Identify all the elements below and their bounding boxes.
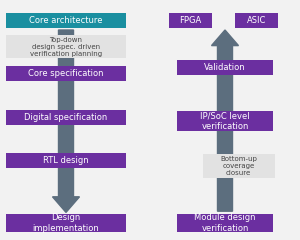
Text: Core specification: Core specification xyxy=(28,69,104,78)
FancyBboxPatch shape xyxy=(6,66,126,81)
Text: Validation: Validation xyxy=(204,63,246,72)
FancyArrow shape xyxy=(212,30,239,211)
FancyArrow shape xyxy=(52,30,80,212)
Text: Bottom-up
coverage
closure: Bottom-up coverage closure xyxy=(220,156,257,176)
FancyBboxPatch shape xyxy=(177,214,273,232)
FancyBboxPatch shape xyxy=(6,153,126,168)
Text: IP/SoC level
verification: IP/SoC level verification xyxy=(200,112,250,131)
FancyBboxPatch shape xyxy=(6,214,126,232)
FancyBboxPatch shape xyxy=(177,60,273,75)
Text: Design
implementation: Design implementation xyxy=(33,214,99,233)
Text: ASIC: ASIC xyxy=(247,16,266,25)
Text: Top-down
design spec. driven
verification planning: Top-down design spec. driven verificatio… xyxy=(30,37,102,57)
FancyBboxPatch shape xyxy=(6,110,126,125)
Text: Core architecture: Core architecture xyxy=(29,16,103,25)
Text: FPGA: FPGA xyxy=(179,16,202,25)
FancyBboxPatch shape xyxy=(6,35,126,58)
FancyBboxPatch shape xyxy=(236,13,278,28)
FancyBboxPatch shape xyxy=(169,13,211,28)
FancyBboxPatch shape xyxy=(202,154,274,178)
Text: RTL design: RTL design xyxy=(43,156,89,165)
FancyBboxPatch shape xyxy=(6,12,126,28)
Text: Digital specification: Digital specification xyxy=(24,113,108,122)
Text: Module design
verification: Module design verification xyxy=(194,214,256,233)
FancyBboxPatch shape xyxy=(177,111,273,131)
